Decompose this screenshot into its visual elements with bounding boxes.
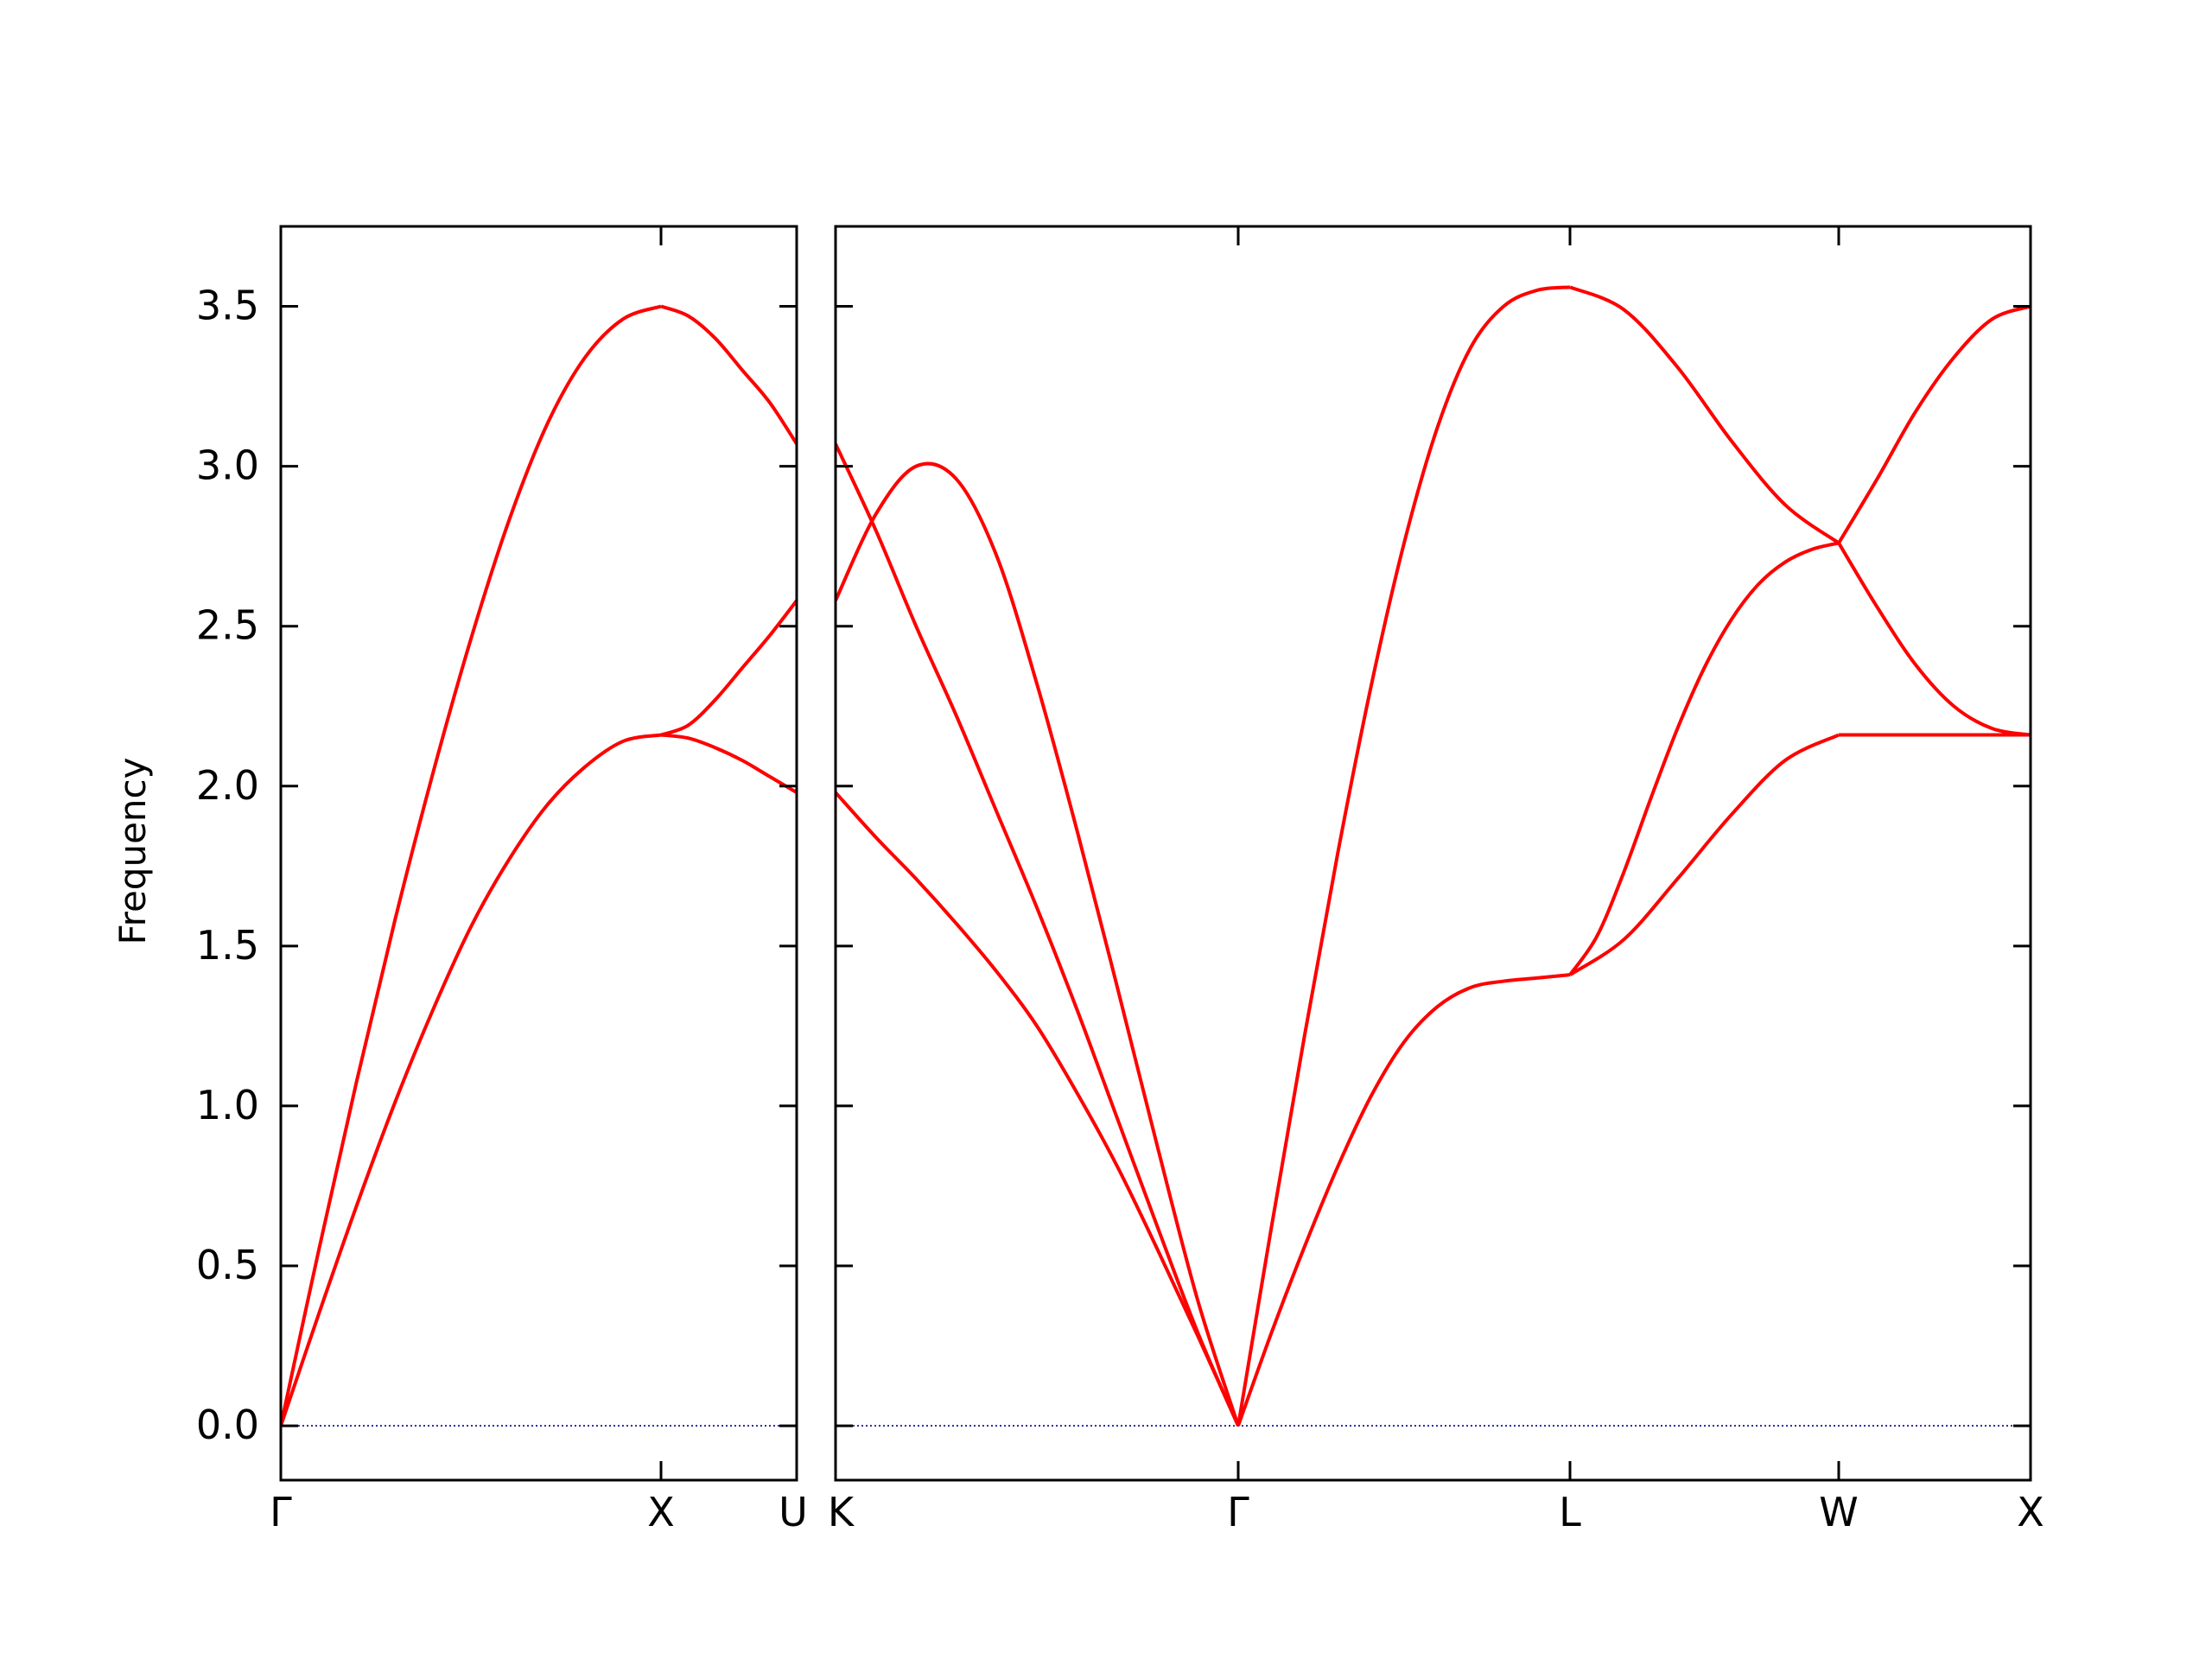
y-tick-label: 3.5	[196, 283, 259, 329]
x-tick-label-Γ: Γ	[1227, 1489, 1249, 1535]
x-tick-label-K: K	[828, 1489, 855, 1535]
x-tick-label-L: L	[1559, 1489, 1581, 1535]
band-line-p0-s1-b2	[660, 733, 797, 794]
band-line-p1-s2-b2	[1568, 733, 1840, 976]
x-tick-label-X: X	[2017, 1489, 2044, 1535]
band-line-p0-s1-b0	[660, 304, 797, 445]
y-tick-label: 0.5	[196, 1242, 259, 1288]
band-line-p1-s0-b2	[836, 791, 1240, 1427]
x-tick-label-X: X	[647, 1489, 675, 1535]
plot-panels: 0.0 0.5 1.0 1.5 2.0 2.5 3.0 3.5 Γ X U K Γ L W X	[196, 225, 2044, 1535]
band-line-p1-s3-b0	[1837, 304, 2031, 544]
band-line-p1-s3-b1	[1837, 542, 2031, 737]
y-axis-label: Frequency	[111, 758, 154, 945]
y-tick-label: 2.0	[196, 762, 259, 809]
band-group	[836, 285, 2031, 1427]
x-tick-label-Γ: Γ	[270, 1489, 292, 1535]
band-line-p0-s0-b1	[281, 733, 662, 1427]
axes-frame	[834, 225, 2032, 1482]
y-tick-label: 3.0	[196, 442, 259, 489]
band-line-p1-s2-b1	[1568, 541, 1840, 976]
band-group	[281, 304, 797, 1427]
y-tick-label: 1.5	[196, 922, 259, 969]
y-tick-label: 2.5	[196, 602, 259, 649]
y-tick-label: 0.0	[196, 1402, 259, 1448]
panel-1	[834, 225, 2032, 1482]
x-tick-label-U: U	[779, 1489, 808, 1535]
band-line-p1-s2-b0	[1569, 285, 1840, 545]
band-line-p0-s0-b0	[281, 304, 662, 1427]
y-tick-label: 1.0	[196, 1082, 259, 1128]
x-tick-label-W: W	[1819, 1489, 1858, 1535]
band-line-p1-s1-b0	[1236, 285, 1571, 1427]
band-line-p1-s0-b1	[836, 442, 1240, 1427]
band-line-p1-s0-b0	[836, 461, 1240, 1427]
panel-0	[279, 225, 798, 1482]
band-line-p0-s1-b1	[660, 599, 797, 737]
band-line-p1-s1-b1	[1236, 973, 1571, 1427]
axes-frame	[279, 225, 798, 1482]
